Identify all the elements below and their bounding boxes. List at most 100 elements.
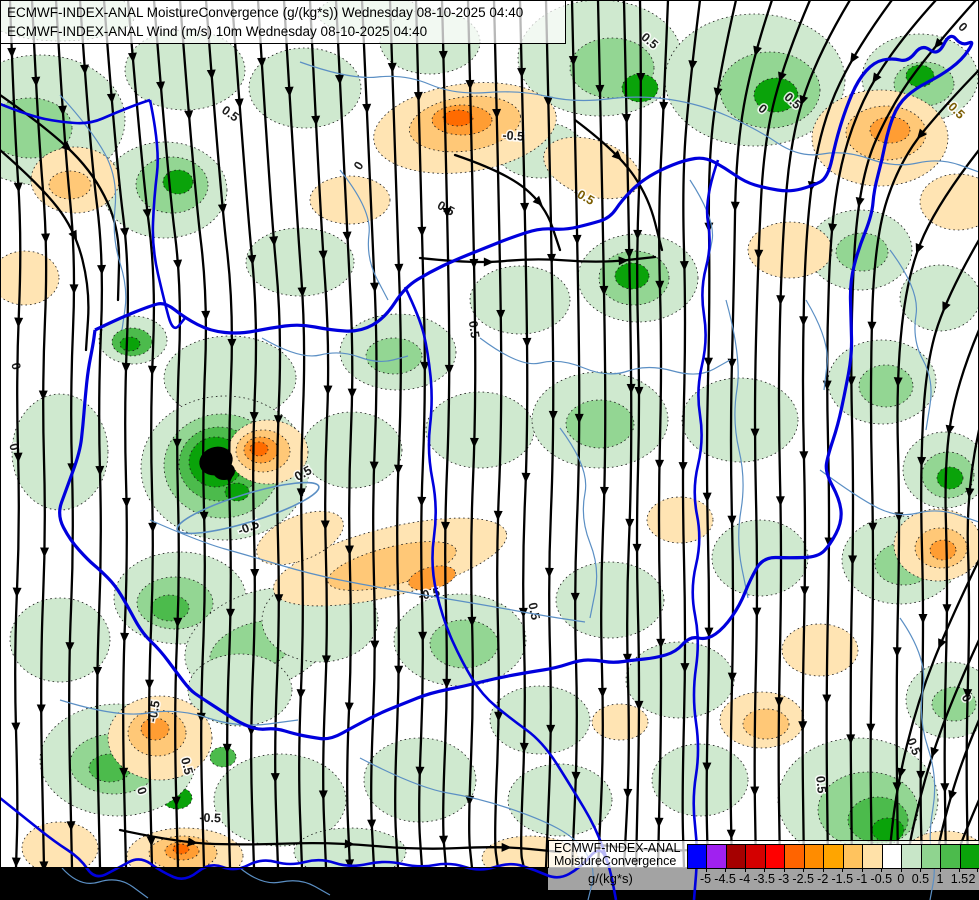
wind-arrowhead [41, 233, 51, 244]
wind-arrowhead [930, 746, 940, 758]
wind-arrowhead [679, 261, 689, 272]
wind-arrowhead [296, 689, 306, 700]
lake-balaton [176, 481, 320, 535]
legend-color-scale [687, 844, 979, 869]
moisture-blob [11, 393, 109, 511]
wind-arrowhead [68, 229, 78, 241]
wind-arrowhead [892, 647, 902, 658]
moisture-blob [48, 170, 92, 200]
legend-tick-label: -5 [699, 872, 712, 886]
streamline [573, 118, 664, 252]
wind-arrowhead [571, 771, 581, 782]
wind-arrowhead [347, 388, 357, 399]
legend-tick-label: -1 [856, 872, 868, 886]
wind-arrowhead [934, 37, 944, 49]
legend-tick-label: -4 [739, 872, 751, 886]
legend-gray-bar-bg [548, 868, 979, 890]
moisture-blob [651, 743, 749, 817]
wind-arrowhead [145, 679, 155, 690]
wind-arrowhead [247, 254, 257, 266]
wind-arrowhead [362, 103, 372, 114]
wind-arrowhead [702, 762, 712, 773]
wind-arrowhead [335, 74, 345, 85]
wind-arrowhead [483, 257, 494, 267]
wind-arrowhead [270, 773, 280, 784]
legend-swatch [881, 844, 903, 869]
wind-arrowhead [800, 586, 810, 597]
moisture-blob [929, 539, 957, 561]
moisture-blob [0, 97, 73, 159]
moisture-blob [425, 391, 535, 469]
streamline [78, 0, 104, 870]
wind-arrowhead [222, 743, 232, 754]
wind-arrowhead [206, 69, 216, 80]
wind-arrowhead [13, 182, 23, 193]
wind-arrowhead [621, 113, 631, 124]
wind-arrowhead [439, 835, 449, 846]
minor-river [59, 94, 127, 331]
wind-arrowhead [634, 700, 644, 711]
wind-arrowhead [226, 608, 236, 619]
wind-arrowhead [224, 473, 234, 484]
moisture-blob [140, 717, 170, 741]
wind-arrowhead [269, 236, 279, 247]
wind-arrowhead [518, 607, 528, 618]
wind-arrowhead [199, 511, 209, 522]
wind-arrowhead [611, 150, 622, 161]
minor-river [239, 867, 331, 896]
moisture-blob [429, 619, 499, 669]
wind-arrowhead [872, 72, 882, 84]
streamline [777, 0, 852, 870]
wind-arrowhead [442, 207, 452, 218]
wind-arrowhead [916, 128, 927, 140]
streamline [152, 0, 182, 870]
wind-arrowhead [704, 627, 714, 638]
wind-arrowhead [36, 704, 46, 715]
moisture-blob [209, 746, 237, 768]
contour-label: 0.5 [178, 756, 196, 776]
wind-arrowhead [678, 462, 688, 473]
legend-tick-label: 1 [936, 872, 944, 886]
legend-tickmark [783, 868, 785, 872]
wind-arrowhead [69, 284, 79, 295]
moisture-blob [555, 561, 665, 639]
wind-arrowhead [496, 309, 506, 320]
wind-arrowhead [444, 364, 454, 375]
wind-arrowhead [799, 94, 809, 106]
wind-arrowhead [66, 821, 76, 832]
streamline [681, 0, 702, 870]
legend-title-parameter: MoistureConvergence [554, 854, 677, 868]
legend-tick-label: 0.5 [911, 872, 930, 886]
minor-river [689, 179, 714, 263]
wind-arrowhead [121, 362, 131, 373]
wind-arrowhead [727, 672, 737, 683]
streamline [705, 0, 738, 870]
moisture-blob [213, 753, 347, 847]
moisture-blob [646, 496, 714, 544]
wind-arrowhead [7, 47, 17, 58]
wind-arrowhead [520, 202, 530, 213]
wind-arrowhead [776, 295, 786, 306]
moisture-blob [172, 843, 190, 855]
wind-arrowhead [184, 110, 194, 121]
legend-tickmark [861, 868, 863, 872]
wind-arrowhead [568, 55, 578, 66]
wind-arrowhead [727, 358, 737, 369]
legend-tickmark [842, 868, 844, 872]
wind-arrowhead [344, 839, 355, 849]
wind-arrowhead [345, 859, 355, 870]
streamline [634, 0, 642, 870]
wind-arrowhead [750, 786, 760, 797]
streamline [0, 93, 121, 302]
legend-tickmark [705, 868, 707, 872]
streamline [492, 0, 503, 870]
moisture-blob [747, 221, 833, 279]
wind-arrowhead [855, 197, 865, 208]
legend-tick-label: 1.5 [950, 872, 969, 886]
contour-label: 0 [351, 159, 366, 173]
legend-swatch [784, 844, 805, 869]
wind-arrowhead [465, 79, 475, 90]
wind-arrowhead [945, 424, 955, 436]
minor-river [819, 469, 979, 523]
wind-arrowhead [868, 522, 878, 533]
